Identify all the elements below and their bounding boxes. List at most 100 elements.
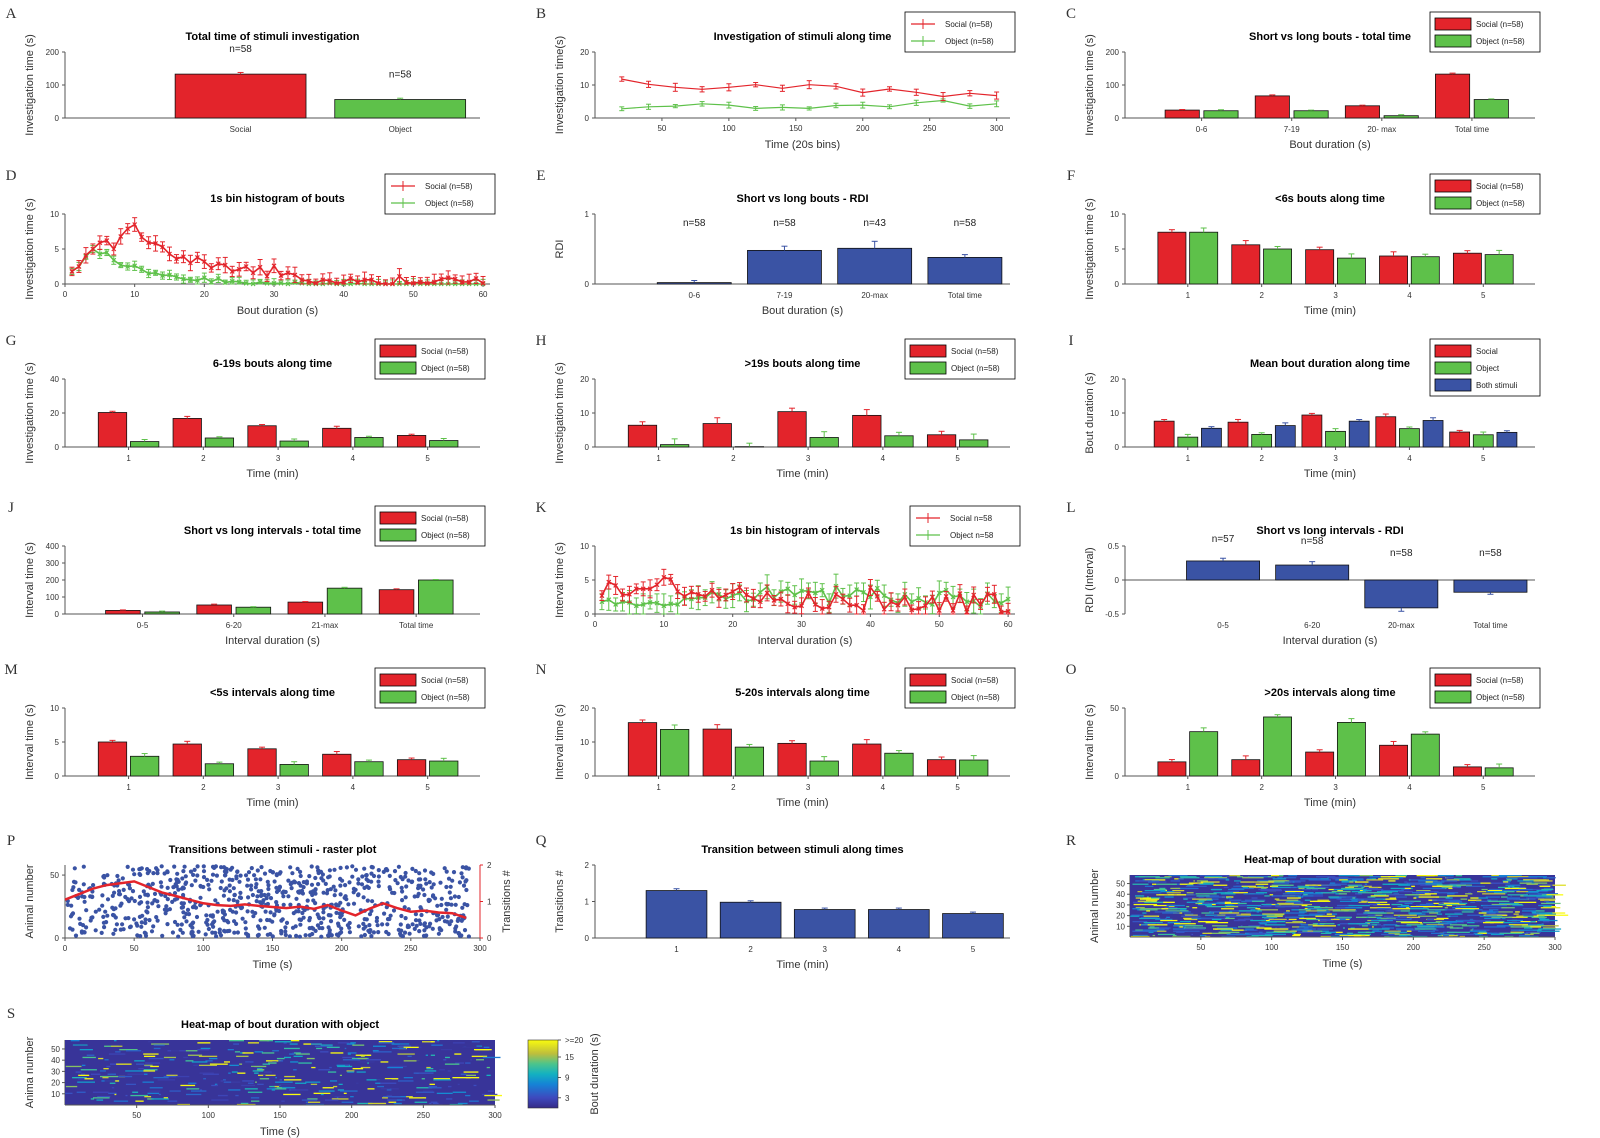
heatmap-cell [1329,897,1342,899]
heatmap-cell [311,1066,316,1069]
raster-point [113,915,118,920]
heatmap-cell [367,1062,369,1064]
heatmap-cell [1140,916,1158,918]
heatmap-cell [1480,882,1493,884]
raster-point [239,905,245,910]
raster-point [359,882,365,887]
raster-point [356,924,361,929]
heatmap-cell [1176,931,1185,933]
bar [1453,579,1528,593]
heatmap-cell [1234,880,1241,882]
heatmap-cell [1485,914,1498,916]
heatmap-cell [1435,910,1441,912]
heatmap-cell [1205,895,1217,897]
raster-point [155,871,160,876]
heatmap-cell [1317,878,1320,880]
bar [334,99,467,119]
heatmap-cell [1279,875,1284,877]
n-label: n=58 [954,218,977,229]
heatmap-cell [1298,911,1307,913]
heatmap-cell [1420,884,1437,886]
heatmap-cell [1290,895,1301,897]
raster-point [301,885,306,890]
heatmap-cell [1448,915,1451,917]
heatmap-cell [284,1075,296,1078]
heatmap-cell [1132,883,1149,885]
data-point [737,590,743,596]
y-axis-label: Transitions # [554,869,566,932]
raster-point [116,878,121,883]
heatmap-cell [366,1059,381,1061]
heatmap-cell [1192,907,1198,909]
heatmap-cell [147,1092,160,1095]
raster-point [143,920,148,926]
heatmap-cell [1373,903,1390,906]
heatmap-cell [1438,902,1444,905]
heatmap-cell [325,1099,339,1101]
heatmap-cell [108,1053,126,1055]
heatmap-cell [1508,885,1515,887]
raster-point [219,865,224,870]
heatmap-cell [1500,891,1515,893]
heatmap-cell [347,1071,355,1073]
heatmap-cell [1440,933,1455,936]
heatmap-cell [1364,910,1370,912]
legend-label: Both stimuli [1476,381,1518,390]
raster-point [218,933,224,938]
x-tick-label: 3 [276,783,281,792]
heatmap-cell [1488,899,1498,901]
raster-point [237,879,242,884]
bar [809,760,839,777]
heatmap-cell [1163,901,1175,903]
heatmap-cell [1481,911,1499,913]
heatmap-cell [1510,895,1513,897]
bar [1189,731,1219,777]
heatmap-cell [1484,917,1501,920]
y2-axis-label: Transitions # [501,869,513,932]
raster-point [240,916,245,921]
data-point [104,250,110,255]
heatmap-cell [1546,901,1555,903]
data-point [599,593,605,599]
data-point [369,277,374,283]
heatmap-cell [1201,912,1215,914]
data-point [348,275,354,281]
bar [1383,115,1419,119]
bar [837,247,913,285]
raster-point [310,931,315,937]
heatmap-cell [1508,916,1528,918]
raster-point [181,869,186,874]
heatmap-cell [1305,910,1327,912]
x-tick-label: 200 [335,944,349,953]
heatmap-cell [264,1071,272,1073]
heatmap-cell [1410,879,1434,881]
heatmap-cell [104,1059,109,1061]
data-point [668,601,674,607]
heatmap-cell [227,1049,234,1051]
y-tick-label: 10 [1110,210,1119,219]
heatmap-cell [1546,894,1564,896]
n-label: n=58 [229,44,252,55]
heatmap-cell [1214,928,1233,930]
raster-point [286,894,291,899]
n-label: n=58 [1390,548,1413,559]
data-point [792,604,798,610]
raster-point [160,933,165,938]
bar [1153,420,1175,448]
heatmap-cell [1268,918,1287,921]
heatmap-cell [1355,893,1358,895]
x-tick-label: 10 [659,620,668,629]
heatmap-cell [1218,902,1240,905]
heatmap-cell [433,1078,450,1080]
heatmap-cell [1504,887,1527,890]
heatmap-cell [484,1094,502,1097]
heatmap-cell [397,1053,415,1055]
raster-point [422,868,428,873]
raster-point [444,884,449,890]
raster-point [435,903,440,908]
raster-point [215,909,220,914]
heatmap-cell [1271,875,1284,877]
heatmap-cell [320,1093,324,1096]
data-point [431,279,437,285]
